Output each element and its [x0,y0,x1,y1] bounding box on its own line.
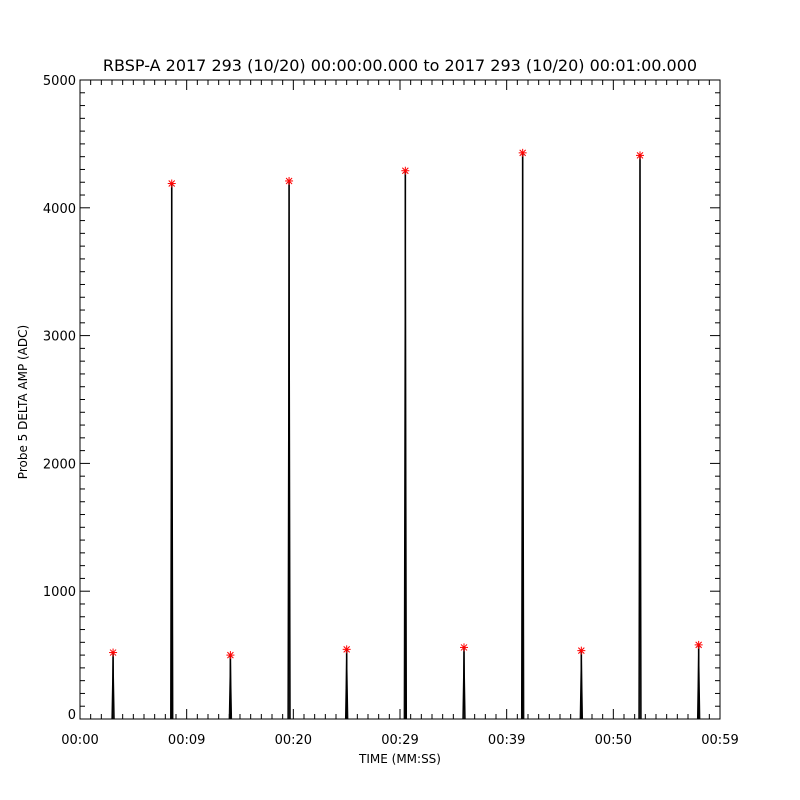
x-tick-label: 00:00 [61,733,98,748]
peak-marker [636,151,644,160]
y-tick-label: 3000 [43,330,76,345]
peak-marker [518,148,527,157]
x-tick-label: 00:20 [275,733,312,748]
axes: 00:00 00:09 00:20 00:29 00:39 00:50 00:59 0 1000… [43,74,739,748]
x-tick-label: 00:50 [595,733,632,748]
peak-marker [342,645,351,654]
y-tick-label: 4000 [43,202,76,217]
peak-marker [401,166,410,175]
y-tick-label: 1000 [43,585,76,600]
y-axis-label: Probe 5 DELTA AMP (ADC) [16,325,30,479]
y-tick-label: 0 [68,708,76,723]
series-path [80,152,720,720]
series-line [80,152,720,720]
x-tick-label: 00:09 [168,733,205,748]
peak-markers [109,148,703,660]
chart-title: RBSP-A 2017 293 (10/20) 00:00:00.000 to … [103,56,697,75]
x-tick-label: 00:59 [701,733,738,748]
peak-marker [460,643,468,652]
peak-marker [577,646,586,655]
x-axis-label: TIME (MM:SS) [358,752,441,766]
peak-marker [167,179,176,188]
plot-frame [79,79,721,720]
peak-marker [226,651,235,660]
y-tick-label: 5000 [43,74,76,89]
peak-marker [109,648,118,657]
x-tick-label: 00:29 [381,733,418,748]
y-tick-label: 2000 [43,457,76,472]
x-tick-label: 00:39 [488,733,525,748]
peak-marker [694,640,703,649]
peak-marker [285,176,294,185]
